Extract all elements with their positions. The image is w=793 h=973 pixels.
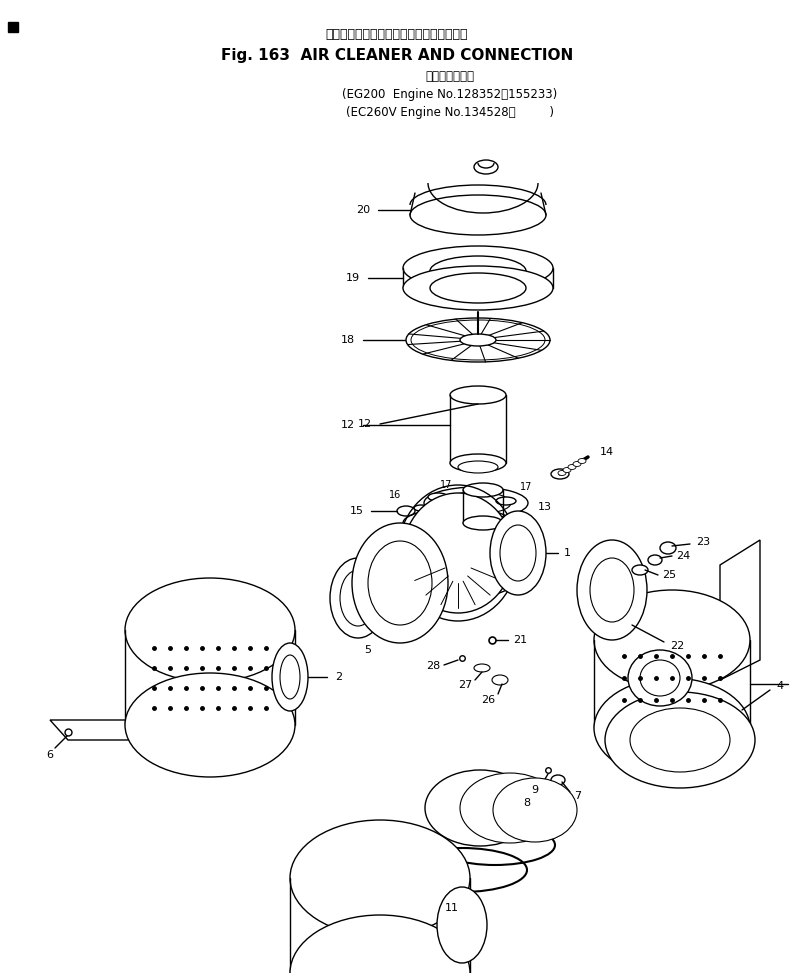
Ellipse shape bbox=[594, 590, 750, 690]
Text: 11: 11 bbox=[445, 903, 459, 913]
Text: 6: 6 bbox=[47, 750, 53, 760]
Text: 8: 8 bbox=[523, 798, 531, 808]
Text: 17: 17 bbox=[440, 480, 452, 490]
Text: 2: 2 bbox=[335, 672, 342, 682]
Ellipse shape bbox=[430, 273, 526, 303]
Text: 7: 7 bbox=[574, 791, 581, 801]
Ellipse shape bbox=[397, 506, 415, 516]
Text: 28: 28 bbox=[426, 661, 440, 671]
Ellipse shape bbox=[490, 511, 546, 595]
Ellipse shape bbox=[290, 820, 470, 936]
Text: 18: 18 bbox=[341, 335, 355, 345]
Ellipse shape bbox=[463, 516, 503, 530]
Ellipse shape bbox=[290, 915, 470, 973]
Text: 25: 25 bbox=[662, 570, 676, 580]
Ellipse shape bbox=[578, 458, 586, 463]
Ellipse shape bbox=[463, 483, 503, 497]
Ellipse shape bbox=[605, 692, 755, 788]
Text: Fig. 163  AIR CLEANER AND CONNECTION: Fig. 163 AIR CLEANER AND CONNECTION bbox=[221, 48, 573, 63]
Ellipse shape bbox=[474, 664, 490, 672]
Text: 1: 1 bbox=[564, 548, 571, 558]
Ellipse shape bbox=[551, 469, 569, 479]
Ellipse shape bbox=[425, 770, 535, 846]
Ellipse shape bbox=[330, 558, 386, 638]
Ellipse shape bbox=[460, 773, 560, 843]
Ellipse shape bbox=[272, 643, 308, 711]
Text: 24: 24 bbox=[676, 551, 690, 561]
Ellipse shape bbox=[563, 467, 571, 473]
Text: 4: 4 bbox=[776, 681, 783, 691]
Text: 14: 14 bbox=[600, 447, 614, 457]
Text: (EG200  Engine No.128352～155233): (EG200 Engine No.128352～155233) bbox=[343, 88, 557, 101]
Ellipse shape bbox=[414, 505, 428, 511]
Text: 適　用　号　機: 適 用 号 機 bbox=[426, 70, 474, 83]
Text: 13: 13 bbox=[538, 502, 552, 512]
Ellipse shape bbox=[551, 775, 565, 785]
Text: 22: 22 bbox=[670, 641, 684, 651]
Ellipse shape bbox=[403, 493, 513, 613]
Text: 17: 17 bbox=[520, 482, 532, 492]
Ellipse shape bbox=[509, 805, 525, 815]
Ellipse shape bbox=[628, 650, 692, 706]
Ellipse shape bbox=[594, 678, 750, 778]
Text: 16: 16 bbox=[389, 490, 401, 500]
Ellipse shape bbox=[460, 334, 496, 346]
Ellipse shape bbox=[352, 523, 448, 643]
Text: 12: 12 bbox=[341, 420, 355, 430]
Ellipse shape bbox=[458, 461, 498, 473]
Text: 9: 9 bbox=[531, 785, 538, 795]
Text: 15: 15 bbox=[350, 506, 364, 516]
Text: 20: 20 bbox=[356, 205, 370, 215]
Text: 5: 5 bbox=[365, 645, 371, 655]
Ellipse shape bbox=[500, 525, 536, 581]
Text: エアー　クリーナ　および　コネクション: エアー クリーナ および コネクション bbox=[326, 28, 468, 41]
Text: 21: 21 bbox=[513, 635, 527, 645]
Ellipse shape bbox=[424, 487, 528, 519]
Text: 19: 19 bbox=[346, 273, 360, 283]
Ellipse shape bbox=[403, 266, 553, 310]
Ellipse shape bbox=[496, 497, 516, 505]
Ellipse shape bbox=[428, 493, 448, 501]
Ellipse shape bbox=[403, 246, 553, 290]
Ellipse shape bbox=[340, 570, 376, 626]
Ellipse shape bbox=[577, 540, 647, 640]
Ellipse shape bbox=[558, 471, 566, 476]
Text: 12: 12 bbox=[358, 419, 372, 429]
Ellipse shape bbox=[441, 492, 511, 514]
Ellipse shape bbox=[125, 578, 295, 682]
Ellipse shape bbox=[474, 160, 498, 174]
Ellipse shape bbox=[406, 318, 550, 362]
Ellipse shape bbox=[280, 655, 300, 699]
Text: 27: 27 bbox=[458, 680, 472, 690]
Ellipse shape bbox=[630, 708, 730, 772]
Ellipse shape bbox=[450, 454, 506, 472]
Text: 23: 23 bbox=[696, 537, 710, 547]
Ellipse shape bbox=[411, 320, 545, 360]
Ellipse shape bbox=[125, 673, 295, 777]
Ellipse shape bbox=[430, 256, 526, 286]
Ellipse shape bbox=[568, 464, 576, 470]
Ellipse shape bbox=[493, 778, 577, 842]
Text: (EC260V Engine No.134528～         ): (EC260V Engine No.134528～ ) bbox=[346, 106, 554, 119]
Ellipse shape bbox=[410, 195, 546, 235]
Ellipse shape bbox=[660, 542, 676, 554]
Ellipse shape bbox=[648, 555, 662, 565]
Ellipse shape bbox=[492, 675, 508, 685]
Ellipse shape bbox=[590, 558, 634, 622]
Bar bbox=[8, 22, 18, 32]
Ellipse shape bbox=[437, 887, 487, 963]
Text: 26: 26 bbox=[481, 695, 495, 705]
Ellipse shape bbox=[632, 565, 648, 575]
Ellipse shape bbox=[640, 660, 680, 696]
Ellipse shape bbox=[450, 386, 506, 404]
Ellipse shape bbox=[573, 461, 581, 466]
Ellipse shape bbox=[368, 541, 432, 625]
